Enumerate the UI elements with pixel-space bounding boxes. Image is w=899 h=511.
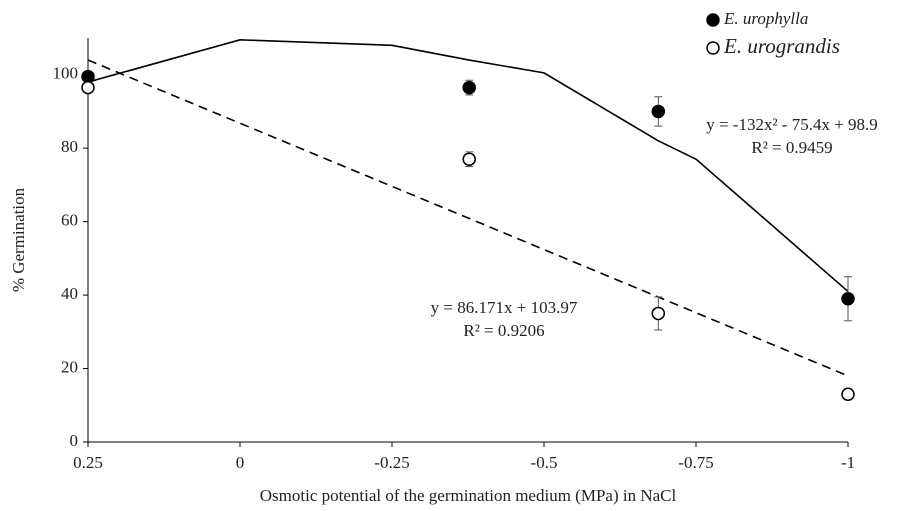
legend-label: E. urophylla	[723, 9, 808, 28]
x-tick-label: 0.25	[73, 453, 103, 472]
point	[462, 152, 476, 166]
x-tick-label: -1	[841, 453, 855, 472]
trendline	[87, 59, 849, 377]
x-tick-label: -0.25	[374, 453, 409, 472]
x-tick-label: -0.5	[531, 453, 558, 472]
y-tick-label: 0	[70, 431, 79, 450]
x-tick-label: -0.75	[678, 453, 713, 472]
x-tick-label: 0	[236, 453, 245, 472]
point	[651, 306, 666, 321]
y-tick-label: 80	[61, 137, 78, 156]
legend-marker	[706, 41, 720, 55]
y-axis-label: % Germination	[9, 187, 28, 292]
annotation: y = 86.171x + 103.97	[431, 298, 578, 317]
legend-marker	[706, 13, 720, 27]
y-tick-label: 20	[61, 357, 78, 376]
y-tick-label: 60	[61, 211, 78, 230]
annotation: R² = 0.9459	[751, 138, 832, 157]
point	[81, 80, 95, 95]
y-tick-label: 40	[61, 284, 78, 303]
x-axis-label: Osmotic potential of the germination med…	[260, 486, 677, 505]
trendline	[87, 39, 849, 293]
point	[841, 292, 855, 306]
point	[651, 104, 666, 119]
y-tick-label: 100	[53, 64, 79, 83]
annotation: y = -132x² - 75.4x + 98.9	[706, 115, 878, 134]
point	[81, 69, 95, 84]
point	[462, 80, 476, 95]
point	[841, 387, 855, 402]
annotation: R² = 0.9206	[463, 321, 544, 340]
legend-label: E. urograndis	[723, 34, 840, 58]
